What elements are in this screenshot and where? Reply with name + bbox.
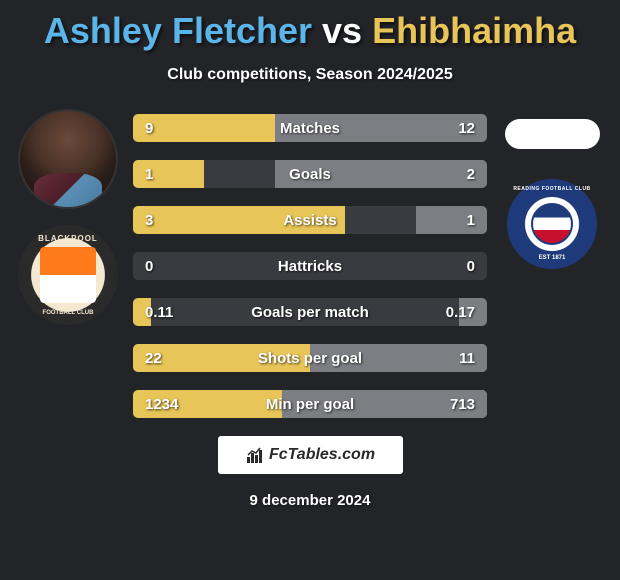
player1-name: Ashley Fletcher [44, 10, 312, 51]
player2-column [492, 109, 612, 279]
stat-value-left: 1 [145, 160, 153, 188]
chart-icon [245, 445, 265, 465]
player1-photo [18, 109, 118, 209]
comparison-title: Ashley Fletcher vs Ehibhaimha [0, 0, 620, 52]
stat-value-left: 22 [145, 344, 162, 372]
stat-label: Assists [133, 206, 487, 234]
player1-club-badge [18, 225, 118, 325]
stat-label: Hattricks [133, 252, 487, 280]
vs-separator: vs [322, 10, 362, 51]
stat-value-right: 1 [467, 206, 475, 234]
footer-date: 9 december 2024 [0, 492, 620, 509]
stat-row-min-per-goal: Min per goal1234 713 [133, 390, 487, 418]
fctables-logo: FcTables.com [218, 436, 403, 474]
stat-row-goals: Goals1 2 [133, 160, 487, 188]
stat-label: Min per goal [133, 390, 487, 418]
stat-value-right: 0 [467, 252, 475, 280]
stat-value-left: 0.11 [145, 298, 173, 326]
stat-value-right: 713 [450, 390, 475, 418]
stat-value-right: 12 [458, 114, 475, 142]
stat-row-shots-per-goal: Shots per goal22 11 [133, 344, 487, 372]
stat-label: Matches [133, 114, 487, 142]
stats-bars: Matches912Goals12Assists31Hattricks00Goa… [133, 114, 487, 418]
subtitle: Club competitions, Season 2024/2025 [0, 66, 620, 84]
stat-label: Goals per match [133, 298, 487, 326]
stat-value-left: 0 [145, 252, 153, 280]
stat-row-matches: Matches9 12 [133, 114, 487, 142]
stat-value-left: 3 [145, 206, 153, 234]
player1-column [8, 109, 128, 335]
player2-club-badge [507, 179, 597, 269]
stat-value-left: 1234 [145, 390, 178, 418]
stat-row-hattricks: Hattricks0 0 [133, 252, 487, 280]
player2-name: Ehibhaimha [372, 10, 576, 51]
stat-row-assists: Assists3 1 [133, 206, 487, 234]
logo-text: FcTables.com [269, 446, 375, 464]
stat-row-goals-per-match: Goals per match0.11 0.17 [133, 298, 487, 326]
player2-photo-placeholder [505, 119, 600, 149]
comparison-content: Matches912Goals12Assists31Hattricks00Goa… [0, 114, 620, 418]
stat-value-right: 11 [459, 344, 475, 372]
stat-label: Goals [133, 160, 487, 188]
stat-value-right: 2 [467, 160, 475, 188]
stat-label: Shots per goal [133, 344, 487, 372]
stat-value-right: 0.17 [446, 298, 475, 326]
stat-value-left: 9 [145, 114, 153, 142]
